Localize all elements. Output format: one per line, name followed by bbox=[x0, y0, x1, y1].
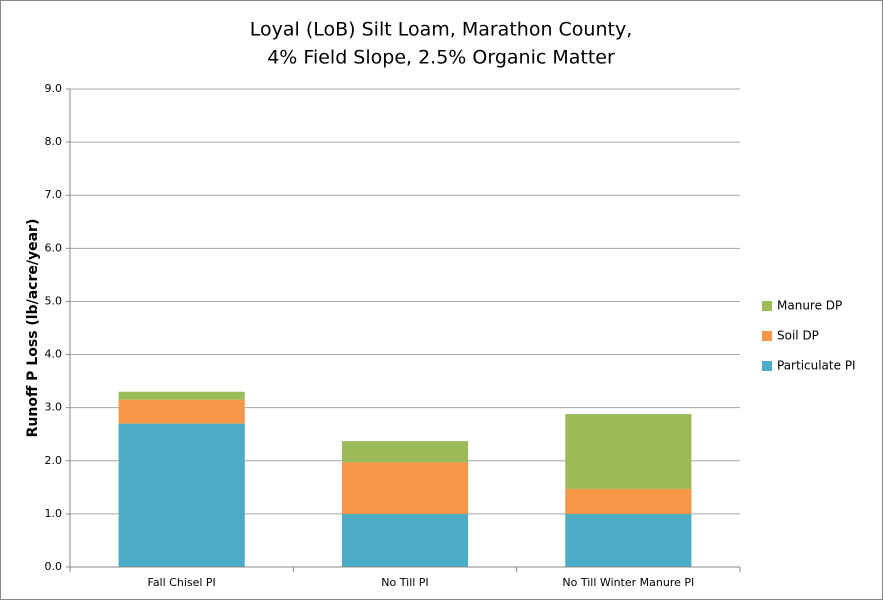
y-tick-label: 5.0 bbox=[45, 294, 63, 307]
y-tick-label: 8.0 bbox=[45, 135, 63, 148]
y-tick-label: 2.0 bbox=[45, 454, 63, 467]
chart-title: Loyal (LoB) Silt Loam, Marathon County, bbox=[250, 19, 632, 41]
bar-segment bbox=[118, 399, 245, 424]
y-tick-label: 4.0 bbox=[45, 348, 63, 361]
chart-title: 4% Field Slope, 2.5% Organic Matter bbox=[267, 47, 615, 69]
legend-swatch bbox=[762, 361, 772, 371]
bar-segment bbox=[565, 488, 692, 514]
bar-segment bbox=[118, 423, 245, 567]
legend-label: Particulate PI bbox=[777, 359, 856, 373]
legend-swatch bbox=[762, 301, 772, 311]
legend-swatch bbox=[762, 331, 772, 341]
bar-segment bbox=[341, 441, 469, 463]
y-tick-label: 1.0 bbox=[45, 507, 63, 520]
legend-label: Soil DP bbox=[777, 329, 819, 343]
y-tick-label: 9.0 bbox=[45, 82, 63, 95]
bar-segment bbox=[118, 391, 245, 400]
y-tick-label: 0.0 bbox=[45, 560, 63, 573]
bar-segment bbox=[565, 414, 692, 489]
y-axis-label: Runoff P Loss (lb/acre/year) bbox=[25, 219, 41, 438]
x-tick-label: No Till PI bbox=[381, 576, 428, 589]
y-tick-label: 7.0 bbox=[45, 188, 63, 201]
x-tick-label: No Till Winter Manure PI bbox=[562, 576, 694, 589]
legend-label: Manure DP bbox=[777, 299, 842, 313]
bar-segment bbox=[341, 513, 469, 567]
x-tick-label: Fall Chisel PI bbox=[148, 576, 216, 589]
y-tick-label: 3.0 bbox=[45, 401, 63, 414]
bar-segment bbox=[341, 462, 469, 514]
bar-segment bbox=[565, 513, 692, 567]
y-tick-label: 6.0 bbox=[45, 241, 63, 254]
